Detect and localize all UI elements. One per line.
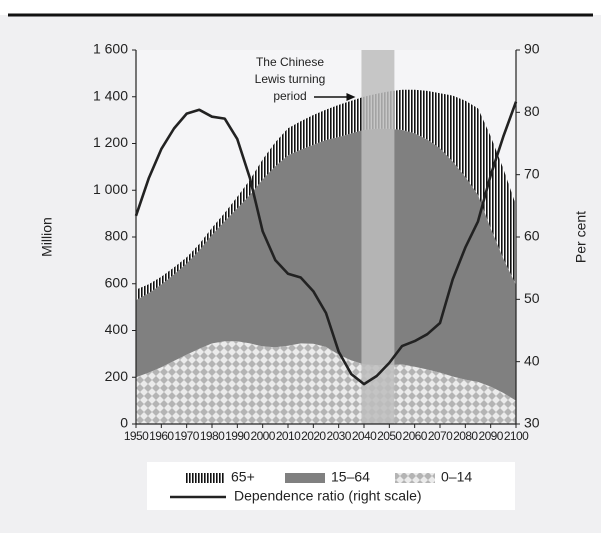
y-tick-label: 0 [120,415,128,431]
annotation-arrowhead [346,93,356,101]
y2-tick-label: 60 [524,228,540,244]
legend-label: 0–14 [441,469,472,485]
legend-label: 65+ [231,469,255,485]
y-tick-label: 800 [105,228,129,244]
y-tick-label: 600 [105,274,129,290]
x-tick-label: 1970 [175,429,200,443]
x-tick-label: 2020 [301,429,326,443]
legend-label: 15–64 [331,469,370,485]
y2-tick-label: 30 [524,415,540,431]
stacked-area [136,341,516,424]
y2-tick-label: 70 [524,165,540,181]
legend-swatch [185,473,225,483]
legend-label: Dependence ratio (right scale) [234,488,422,504]
x-tick-label: 2060 [403,429,428,443]
lewis-band [361,50,395,424]
y2-tick-label: 50 [524,290,540,306]
y-tick-label: 1 200 [93,134,128,150]
x-tick-label: 2100 [504,429,529,443]
y-tick-label: 1 400 [93,87,128,103]
x-tick-label: 2030 [327,429,352,443]
x-tick-label: 2080 [453,429,478,443]
dependence-line [134,101,518,386]
x-tick-label: 2050 [377,429,402,443]
y-tick-label: 400 [105,321,129,337]
y2-axis-title: Per cent [573,211,589,263]
x-tick-label: 1990 [225,429,250,443]
x-tick-label: 1980 [200,429,225,443]
x-tick-label: 2090 [479,429,504,443]
x-tick-label: 2010 [276,429,301,443]
x-tick-label: 2000 [251,429,276,443]
overlay [134,50,518,424]
x-tick-label: 1950 [124,429,149,443]
x-tick-label: 2070 [428,429,453,443]
stacked-area [136,128,516,401]
annotation-text: period [273,89,306,103]
x-tick-label: 1960 [149,429,174,443]
y-tick-label: 1 000 [93,181,128,197]
legend-swatch [395,473,435,483]
legend-box [147,462,515,510]
legend-swatch [285,473,325,483]
areas [136,89,516,424]
y2-tick-label: 90 [524,41,540,57]
y-axis-title: Million [39,217,55,257]
y-tick-label: 200 [105,368,129,384]
x-tick-label: 2040 [352,429,377,443]
annotation-text: The Chinese [256,55,324,69]
y-tick-label: 1 600 [93,41,128,57]
y2-tick-label: 80 [524,103,540,119]
annotation-text: Lewis turning [255,72,326,86]
y2-tick-label: 40 [524,352,540,368]
legend: 65+ 15–64 0–14 Dependence ratio (right scal… [170,469,472,504]
stacked-area [136,89,516,301]
